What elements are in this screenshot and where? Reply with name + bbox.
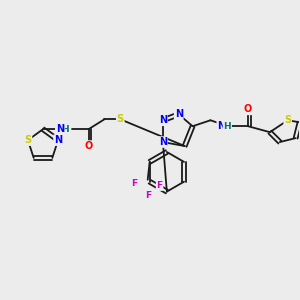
Text: O: O [84, 141, 93, 151]
Text: N: N [159, 137, 167, 147]
Text: S: S [117, 114, 124, 124]
Text: F: F [131, 179, 137, 188]
Text: N: N [159, 115, 167, 125]
Text: S: S [24, 135, 32, 145]
Text: F: F [145, 191, 151, 200]
Text: H: H [224, 122, 231, 131]
Text: N: N [54, 135, 62, 145]
Text: F: F [157, 181, 163, 190]
Text: N: N [56, 124, 64, 134]
Text: N: N [175, 109, 183, 119]
Text: O: O [244, 104, 252, 114]
Text: S: S [284, 115, 291, 125]
Text: H: H [61, 125, 69, 134]
Text: N: N [217, 121, 225, 131]
